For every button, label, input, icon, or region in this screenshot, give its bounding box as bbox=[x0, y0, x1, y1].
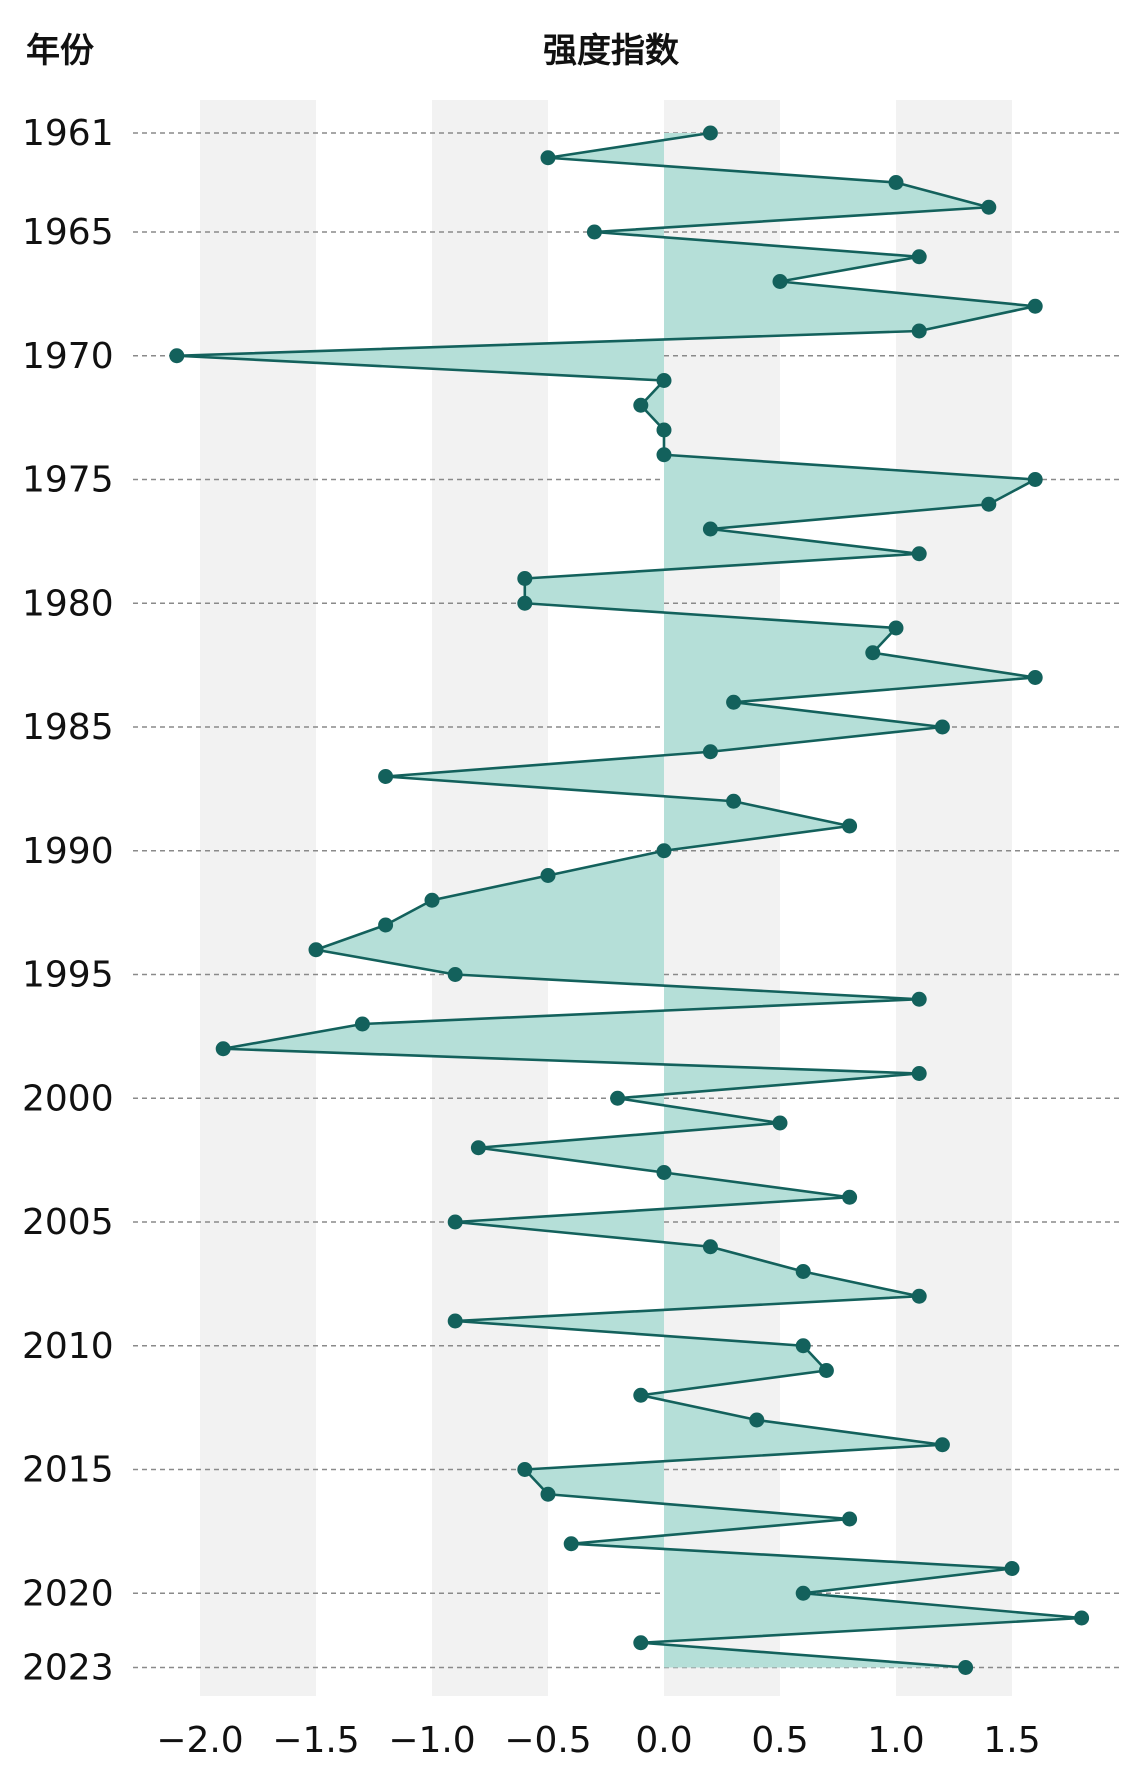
year-tick-label: 1980 bbox=[22, 583, 114, 624]
data-point bbox=[656, 843, 672, 859]
data-point bbox=[633, 1387, 649, 1403]
year-tick-label: 1965 bbox=[22, 212, 114, 253]
data-point bbox=[981, 496, 997, 512]
data-point bbox=[702, 125, 718, 141]
data-point bbox=[911, 546, 927, 562]
data-point bbox=[934, 1437, 950, 1453]
data-point bbox=[702, 1239, 718, 1255]
data-point bbox=[424, 892, 440, 908]
data-point bbox=[169, 348, 185, 364]
year-tick-label: 1985 bbox=[22, 707, 114, 748]
background-band bbox=[896, 100, 1012, 1696]
data-point bbox=[888, 620, 904, 636]
value-tick-label: 1.5 bbox=[983, 1720, 1040, 1761]
value-tick-labels: −2.0 −1.5 −1.0 −0.5 0.0 0.5 1.0 1.5 bbox=[156, 1720, 1040, 1761]
year-tick-label: 1961 bbox=[22, 113, 114, 154]
value-tick-label: 1.0 bbox=[867, 1720, 924, 1761]
y-axis-title: 年份 bbox=[26, 31, 94, 71]
data-point bbox=[656, 447, 672, 463]
data-point bbox=[308, 942, 324, 958]
data-point bbox=[447, 1214, 463, 1230]
data-point bbox=[911, 323, 927, 339]
data-point bbox=[656, 422, 672, 438]
data-point bbox=[656, 373, 672, 388]
data-point bbox=[842, 1511, 858, 1527]
data-point bbox=[633, 397, 649, 413]
data-point bbox=[934, 719, 950, 735]
year-tick-labels: 1961 1965 1970 1975 1980 1985 1990 1995 2000 2005… bbox=[22, 113, 114, 1689]
value-tick-label: 0.5 bbox=[751, 1720, 808, 1761]
data-point bbox=[1004, 1561, 1020, 1576]
data-point bbox=[610, 1090, 626, 1106]
data-point bbox=[911, 1066, 927, 1081]
year-tick-label: 2010 bbox=[22, 1326, 114, 1367]
data-point bbox=[517, 571, 533, 586]
data-point bbox=[540, 868, 556, 883]
data-point bbox=[958, 1660, 974, 1675]
data-point bbox=[981, 199, 997, 215]
data-point bbox=[378, 917, 394, 933]
data-point bbox=[865, 645, 881, 661]
data-point bbox=[517, 595, 533, 611]
year-tick-label: 1975 bbox=[22, 460, 114, 501]
data-point bbox=[586, 224, 602, 240]
background-band bbox=[200, 100, 316, 1696]
year-tick-label: 1990 bbox=[22, 831, 114, 872]
data-point bbox=[795, 1264, 811, 1279]
value-tick-label: 0.0 bbox=[635, 1720, 692, 1761]
value-tick-label: −2.0 bbox=[156, 1720, 243, 1761]
year-tick-label: 2020 bbox=[22, 1573, 114, 1614]
value-tick-label: −1.5 bbox=[272, 1720, 359, 1761]
year-tick-label: 2015 bbox=[22, 1450, 114, 1491]
year-tick-label: 1995 bbox=[22, 955, 114, 996]
data-point bbox=[1027, 670, 1043, 685]
data-point bbox=[540, 150, 556, 166]
series-points bbox=[169, 125, 1090, 1675]
data-point bbox=[772, 1115, 788, 1131]
data-point bbox=[702, 744, 718, 760]
x-axis-title: 强度指数 bbox=[543, 31, 679, 71]
year-tick-label: 2023 bbox=[22, 1648, 114, 1689]
value-tick-label: −1.0 bbox=[388, 1720, 475, 1761]
data-point bbox=[470, 1140, 486, 1156]
data-point bbox=[911, 249, 927, 265]
data-point bbox=[726, 793, 742, 809]
data-point bbox=[795, 1338, 811, 1354]
data-point bbox=[540, 1486, 556, 1502]
data-point bbox=[795, 1585, 811, 1601]
data-point bbox=[447, 1313, 463, 1329]
data-point bbox=[702, 521, 718, 537]
data-point bbox=[563, 1536, 579, 1552]
data-point bbox=[749, 1412, 765, 1428]
data-point bbox=[633, 1635, 649, 1651]
year-tick-label: 2000 bbox=[22, 1078, 114, 1119]
data-point bbox=[215, 1041, 231, 1057]
data-point bbox=[842, 1189, 858, 1205]
value-tick-label: −0.5 bbox=[504, 1720, 591, 1761]
data-point bbox=[818, 1363, 834, 1378]
data-point bbox=[1027, 298, 1043, 314]
data-point bbox=[656, 1165, 672, 1180]
data-point bbox=[1074, 1610, 1090, 1626]
data-point bbox=[1027, 472, 1043, 487]
data-point bbox=[517, 1462, 533, 1477]
data-point bbox=[842, 818, 858, 834]
data-point bbox=[772, 274, 788, 289]
year-tick-label: 1970 bbox=[22, 336, 114, 377]
data-point bbox=[354, 1016, 370, 1032]
data-point bbox=[726, 694, 742, 710]
data-point bbox=[911, 991, 927, 1007]
data-point bbox=[378, 769, 394, 784]
data-point bbox=[447, 967, 463, 982]
year-tick-label: 2005 bbox=[22, 1202, 114, 1243]
data-point bbox=[911, 1288, 927, 1304]
data-point bbox=[888, 175, 904, 190]
